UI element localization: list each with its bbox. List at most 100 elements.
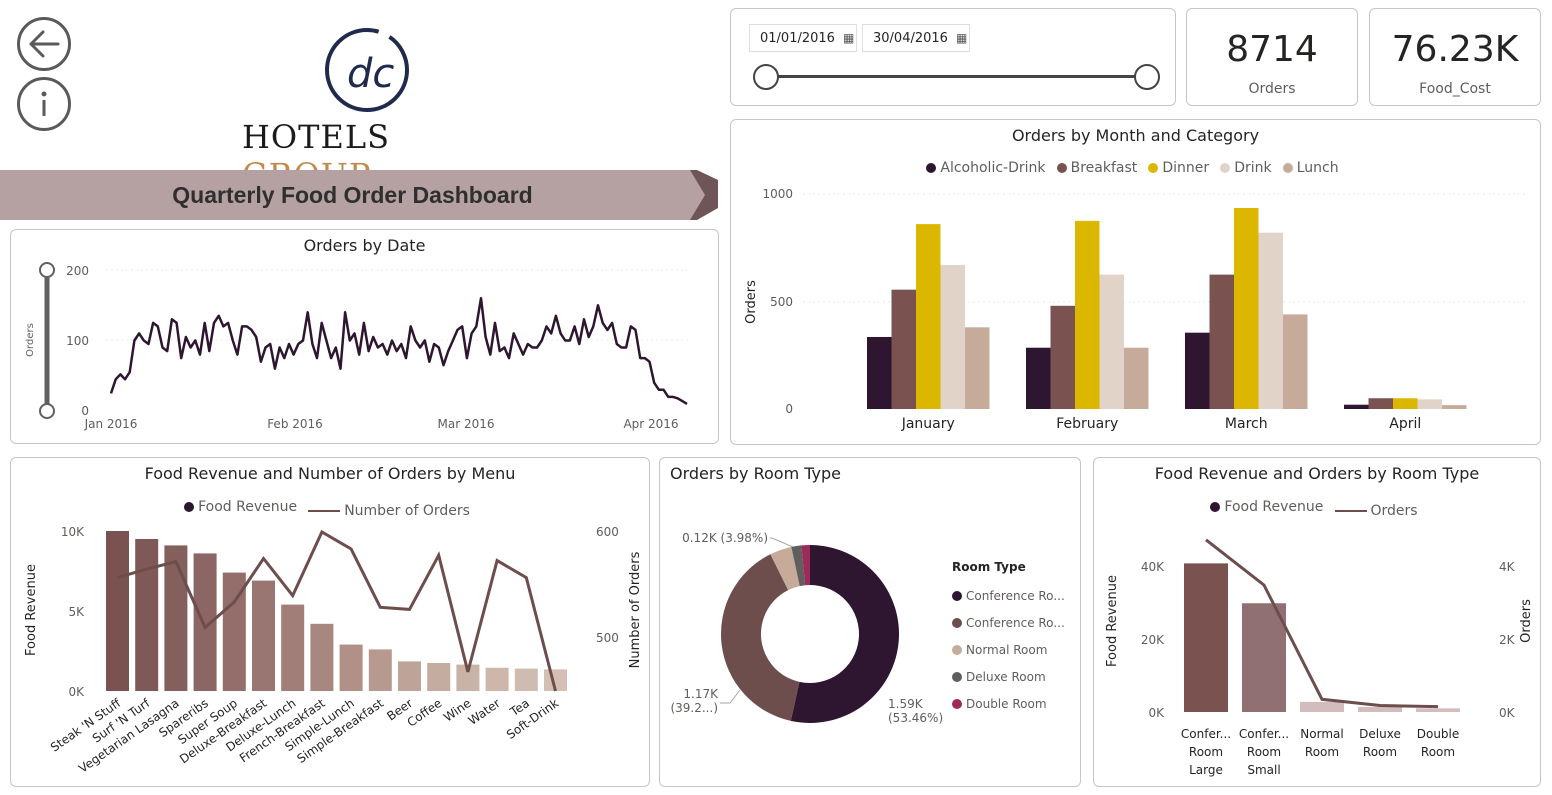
kpi-orders-card: 8714 Orders [1186,8,1358,106]
bar-lunch-april[interactable] [1442,405,1467,409]
bar-breakfast-february[interactable] [1050,305,1076,409]
legend-item[interactable]: Orders [1334,503,1418,519]
x-tick-label: Water [466,696,503,728]
legend-item[interactable]: Drink [1220,160,1272,176]
end-date-input[interactable]: 30/04/2016 ▦ [862,24,970,52]
bar-breakfast-march[interactable] [1209,274,1235,409]
bar-dinner-march[interactable] [1234,207,1259,409]
legend-label: Conference Ro... [966,615,1065,630]
bar-revenue-13[interactable] [485,667,509,691]
bar-drink-february[interactable] [1099,274,1125,409]
legend-label: Normal Room [966,642,1048,657]
donut-slice-4[interactable] [801,545,810,586]
bar-revenue-3[interactable] [1358,706,1402,712]
bar-revenue-12[interactable] [456,664,480,691]
legend-item[interactable]: Conference Ro... [952,582,1065,609]
chart-title: Orders by Date [303,236,426,255]
kpi-orders-value: 8714 [1226,29,1318,70]
orders-line-series[interactable] [1205,538,1439,709]
y-tick: 600 [596,525,619,539]
x-tick-label: Confer... [1239,727,1289,741]
bar-revenue-2[interactable] [1300,701,1344,712]
bar-revenue-1[interactable] [1242,603,1286,712]
bar-revenue-8[interactable] [339,644,363,691]
bar-revenue-0[interactable] [1184,563,1228,712]
x-tick-label: March [1225,416,1268,432]
bar-alcoholic-drink-january[interactable] [867,336,892,409]
donut-slice-3[interactable] [791,545,806,587]
bar-lunch-march[interactable] [1283,314,1308,409]
legend-item[interactable]: Number of Orders [308,503,470,519]
zoom-handle-top[interactable] [39,262,55,278]
zoom-handle-bottom[interactable] [39,403,55,419]
bar-revenue-11[interactable] [427,663,451,691]
bar-revenue-6[interactable] [281,604,305,691]
orders-by-room-donut: 1.59K (53.46%) 1.17K (39.2...) 0.12K (3.… [670,531,943,725]
bar-alcoholic-drink-february[interactable] [1026,347,1051,409]
bar-dinner-february[interactable] [1075,220,1100,409]
slice-label-3: 0.12K (3.98%) [682,531,768,545]
slider-end-handle[interactable] [1134,64,1160,90]
bar-revenue-4[interactable] [1416,708,1460,712]
legend-item[interactable]: Deluxe Room [952,663,1065,690]
bar-revenue-1[interactable] [135,539,159,691]
bar-lunch-january[interactable] [965,327,990,409]
legend-item[interactable]: Conference Ro... [952,609,1065,636]
legend-item[interactable]: Breakfast [1056,160,1137,176]
bar-drink-april[interactable] [1417,399,1443,409]
bar-revenue-2[interactable] [164,545,188,691]
back-button[interactable] [17,17,71,71]
y-axis-right-label: Orders [1519,599,1534,643]
bar-drink-january[interactable] [940,264,966,409]
chart-title: Food Revenue and Number of Orders by Men… [144,464,516,483]
x-tick-label: Small [1247,763,1280,777]
bar-revenue-5[interactable] [252,580,275,691]
bar-revenue-10[interactable] [398,661,421,691]
calendar-icon: ▦ [842,31,855,45]
orders-line-series[interactable] [117,529,557,692]
x-tick: Feb 2016 [267,417,323,431]
x-tick-label: Deluxe [1359,727,1401,741]
start-date-input[interactable]: 01/01/2016 ▦ [749,24,857,52]
bar-revenue-7[interactable] [310,623,334,691]
slider-start-handle[interactable] [753,64,779,90]
bar-revenue-14[interactable] [514,668,538,691]
legend-item[interactable]: Alcoholic-Drink [926,160,1046,176]
legend-dot [952,590,962,601]
x-tick-label: Room [1189,745,1223,759]
revenue-by-room-card: Food Revenue and Orders by Room Type Foo… [1093,457,1541,787]
bar-revenue-15[interactable] [544,669,567,691]
bar-breakfast-january[interactable] [891,289,917,409]
bar-revenue-3[interactable] [193,553,217,691]
date-slicer[interactable]: 01/01/2016 ▦ 30/04/2016 ▦ [730,8,1176,106]
bar-lunch-february[interactable] [1124,347,1149,409]
x-tick-label: Large [1189,763,1223,777]
legend-item[interactable]: Normal Room [952,636,1065,663]
y-tick: 100 [66,334,89,348]
bar-drink-march[interactable] [1258,232,1284,409]
donut-slice-2[interactable] [770,546,800,591]
revenue-by-menu-card: Food Revenue and Number of Orders by Men… [10,457,650,787]
bar-revenue-4[interactable] [222,572,246,691]
bar-alcoholic-drink-april[interactable] [1344,404,1369,409]
legend-item[interactable]: Dinner [1148,160,1209,176]
legend-item[interactable]: Food Revenue [1210,499,1323,515]
logo-wordmark: HOTELS GROUP [242,118,391,194]
revenue-by-menu-chart: Food Revenue Number of Orders 10K 5K 0K … [24,525,643,776]
legend-item[interactable]: Lunch [1282,160,1339,176]
orders-line-series[interactable] [109,296,688,405]
bar-breakfast-april[interactable] [1368,398,1394,409]
legend-item[interactable]: Food Revenue [184,499,297,515]
bar-revenue-0[interactable] [106,531,129,691]
orders-by-month-card: Orders by Month and Category Alcoholic-D… [730,119,1541,445]
info-button[interactable] [17,77,71,131]
x-tick: Mar 2016 [438,417,495,431]
bar-dinner-april[interactable] [1393,398,1418,409]
bar-dinner-january[interactable] [916,224,941,409]
bar-alcoholic-drink-march[interactable] [1185,332,1210,409]
donut-slice-1[interactable] [720,554,800,721]
legend-item[interactable]: Double Room [952,690,1065,717]
y-tick: 500 [596,631,619,645]
donut-slice-0[interactable] [790,545,899,723]
bar-revenue-9[interactable] [368,649,392,691]
